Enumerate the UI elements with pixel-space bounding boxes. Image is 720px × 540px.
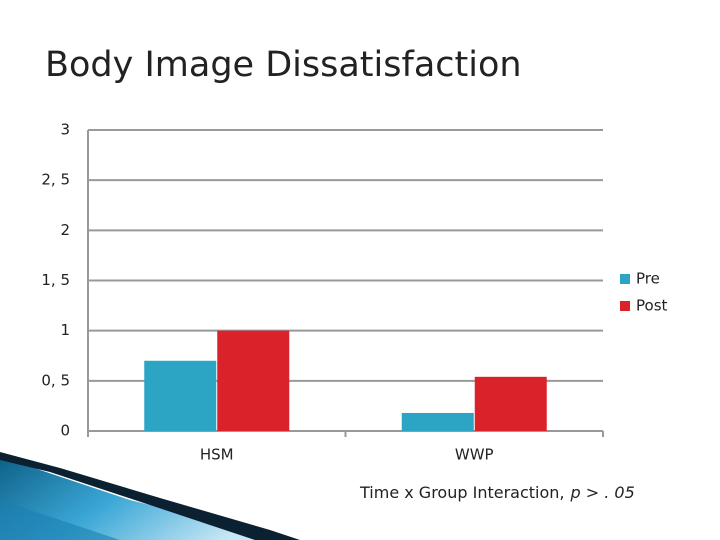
y-tick-label: 1, 5 (41, 271, 70, 289)
decoration (0, 452, 300, 540)
legend-swatch (620, 274, 630, 284)
y-tick-label: 0 (60, 422, 70, 440)
bar (144, 360, 217, 431)
y-tick-label: 1 (60, 321, 70, 339)
y-tick-label: 2, 5 (41, 171, 70, 189)
annotation: Time x Group Interaction, p > . 05 (359, 483, 635, 502)
bar (217, 330, 290, 431)
legend-label: Pre (636, 270, 660, 288)
x-tick-label: HSM (200, 446, 234, 464)
annotation-text: Time x Group Interaction, (359, 483, 564, 502)
plot: 0 0, 5 1 1, 5 2 2, 5 3 HSM WWP Pre Post (41, 121, 667, 464)
y-tick-label: 0, 5 (41, 371, 70, 389)
annotation-italic: p > . 05 (569, 483, 634, 502)
y-tick-label: 2 (60, 221, 70, 239)
x-tick-label: WWP (455, 446, 494, 464)
y-tick-label: 3 (60, 121, 70, 139)
chart-title: Body Image Dissatisfaction (45, 45, 522, 85)
bar (474, 376, 547, 431)
legend-swatch (620, 301, 630, 311)
bar (401, 412, 474, 431)
legend-label: Post (636, 297, 668, 315)
